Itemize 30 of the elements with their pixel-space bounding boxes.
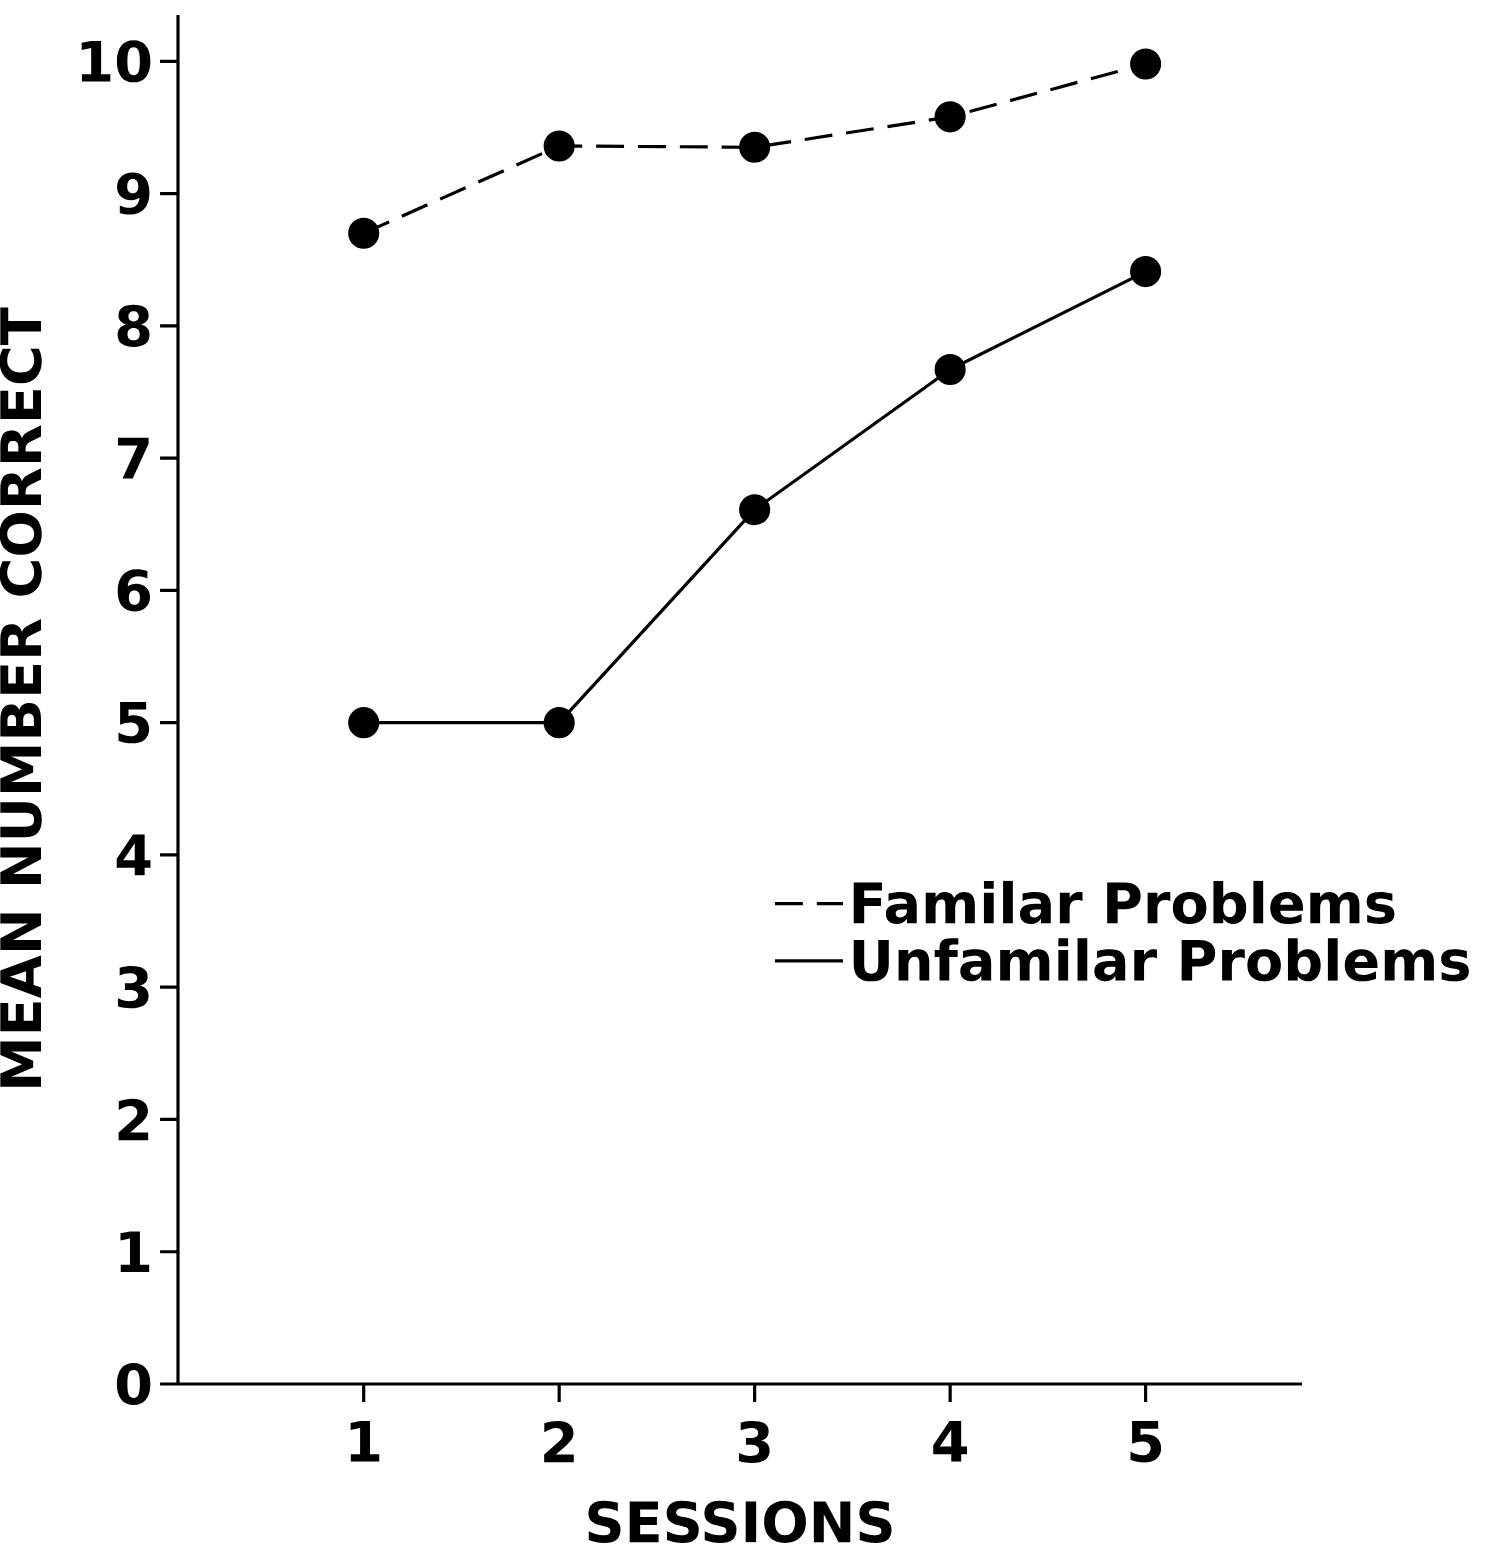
point bbox=[1130, 48, 1162, 80]
point bbox=[739, 494, 771, 526]
point bbox=[543, 130, 575, 162]
point bbox=[739, 131, 771, 163]
y-tick-label: 3 bbox=[117, 966, 149, 1009]
y-tick-label: 9 bbox=[117, 172, 150, 215]
point bbox=[543, 707, 575, 739]
x-axis-title: SESSIONS bbox=[588, 1500, 892, 1543]
x-tick-label: 5 bbox=[1130, 1420, 1162, 1463]
legend-label: Familar Problems bbox=[853, 880, 1395, 925]
point bbox=[1130, 256, 1162, 288]
x-tick-label: 1 bbox=[350, 1420, 380, 1462]
x-tick-label: 3 bbox=[738, 1420, 770, 1464]
y-tick-label: 1 bbox=[120, 1231, 150, 1273]
y-tick-label: 8 bbox=[117, 304, 150, 347]
point bbox=[934, 353, 966, 386]
y-tick-label: 6 bbox=[117, 569, 151, 612]
y-tick-label: 5 bbox=[118, 701, 150, 744]
point bbox=[348, 217, 380, 249]
y-tick-label: 10 bbox=[81, 40, 151, 83]
y-tick-label: 4 bbox=[116, 834, 151, 876]
point bbox=[934, 101, 966, 133]
x-tick-label: 4 bbox=[933, 1420, 967, 1462]
y-tick-label: 7 bbox=[117, 437, 149, 479]
legend-label: Unfamilar Problems bbox=[853, 938, 1469, 982]
y-tick-label: 2 bbox=[118, 1098, 149, 1141]
y-axis-title: MEAN NUMBER CORRECT bbox=[0, 307, 42, 1087]
x-tick-label: 2 bbox=[544, 1420, 574, 1463]
point bbox=[348, 707, 380, 739]
y-tick-label: 0 bbox=[116, 1362, 151, 1406]
